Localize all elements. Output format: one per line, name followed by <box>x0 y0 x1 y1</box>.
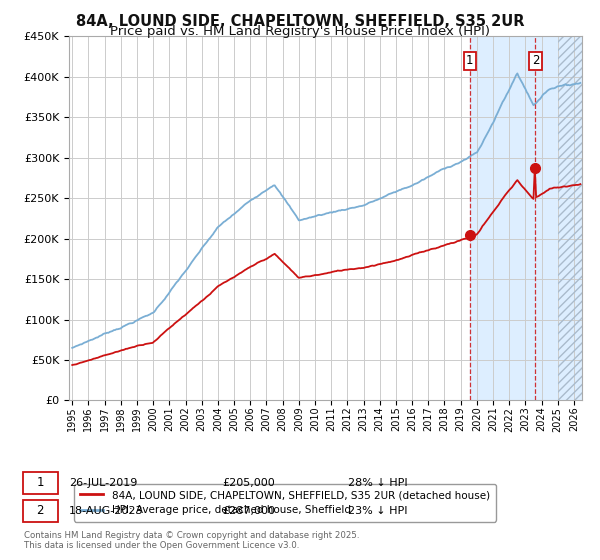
Text: 23% ↓ HPI: 23% ↓ HPI <box>348 506 407 516</box>
Text: £205,000: £205,000 <box>222 478 275 488</box>
Text: 1: 1 <box>37 476 44 489</box>
Text: Price paid vs. HM Land Registry's House Price Index (HPI): Price paid vs. HM Land Registry's House … <box>110 25 490 38</box>
Text: 1: 1 <box>466 54 473 67</box>
Text: 84A, LOUND SIDE, CHAPELTOWN, SHEFFIELD, S35 2UR: 84A, LOUND SIDE, CHAPELTOWN, SHEFFIELD, … <box>76 14 524 29</box>
Legend: 84A, LOUND SIDE, CHAPELTOWN, SHEFFIELD, S35 2UR (detached house), HPI: Average p: 84A, LOUND SIDE, CHAPELTOWN, SHEFFIELD, … <box>74 484 496 521</box>
Text: 28% ↓ HPI: 28% ↓ HPI <box>348 478 407 488</box>
Bar <box>558 36 590 400</box>
Text: Contains HM Land Registry data © Crown copyright and database right 2025.
This d: Contains HM Land Registry data © Crown c… <box>24 530 359 550</box>
Bar <box>470 36 558 400</box>
Bar <box>558 36 590 400</box>
Text: 2: 2 <box>37 504 44 517</box>
Text: 2: 2 <box>532 54 539 67</box>
Text: 18-AUG-2023: 18-AUG-2023 <box>69 506 143 516</box>
Text: 26-JUL-2019: 26-JUL-2019 <box>69 478 137 488</box>
Text: £287,000: £287,000 <box>222 506 275 516</box>
